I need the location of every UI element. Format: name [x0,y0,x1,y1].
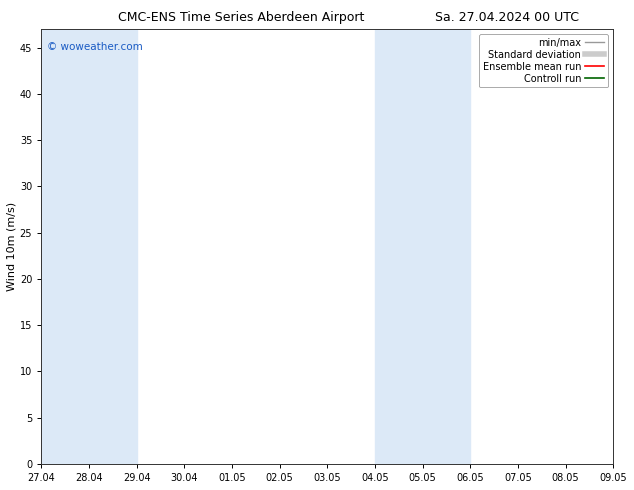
Text: © woweather.com: © woweather.com [47,42,143,52]
Text: Sa. 27.04.2024 00 UTC: Sa. 27.04.2024 00 UTC [435,11,579,24]
Bar [375,29,470,464]
Legend: min/max, Standard deviation, Ensemble mean run, Controll run: min/max, Standard deviation, Ensemble me… [479,34,609,88]
Text: CMC-ENS Time Series Aberdeen Airport: CMC-ENS Time Series Aberdeen Airport [118,11,364,24]
Y-axis label: Wind 10m (m/s): Wind 10m (m/s) [7,202,17,291]
Bar [41,29,136,464]
